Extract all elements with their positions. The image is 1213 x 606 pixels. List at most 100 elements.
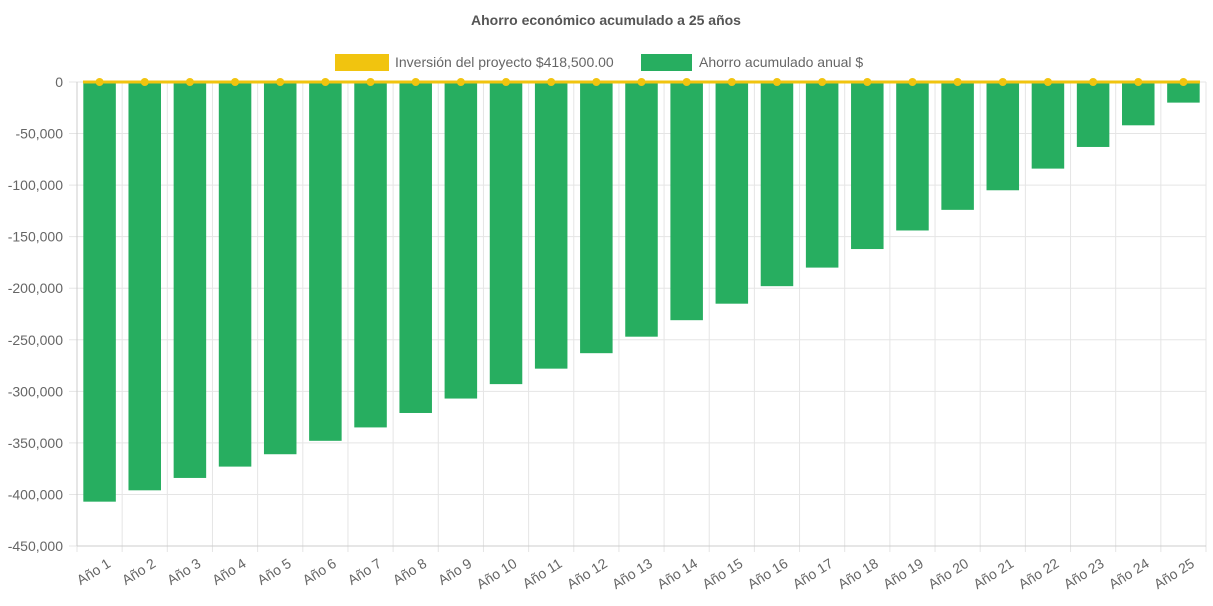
- investment-point-15[interactable]: [727, 78, 736, 86]
- bar-18[interactable]: [851, 82, 884, 250]
- legend-label-investment: Inversión del proyecto $418,500.00: [395, 54, 614, 70]
- bar-22[interactable]: [1031, 82, 1065, 169]
- bar-3[interactable]: [173, 82, 207, 478]
- investment-point-3[interactable]: [185, 78, 194, 86]
- y-tick-label: -250,000: [8, 332, 63, 348]
- grid-lines: [69, 81, 1207, 552]
- investment-point-20[interactable]: [953, 78, 962, 86]
- x-tick-label: Año 13: [609, 555, 655, 592]
- bar-2[interactable]: [128, 82, 161, 491]
- x-tick-label: Año 9: [435, 555, 475, 588]
- x-tick-label: Año 5: [254, 555, 294, 588]
- x-tick-label: Año 21: [970, 555, 1016, 592]
- legend-label-savings: Ahorro acumulado anual $: [699, 54, 863, 70]
- bar-17[interactable]: [805, 82, 839, 268]
- bar-25[interactable]: [1167, 82, 1200, 103]
- investment-point-10[interactable]: [502, 78, 511, 86]
- bar-15[interactable]: [715, 82, 749, 304]
- investment-point-23[interactable]: [1089, 78, 1098, 86]
- investment-point-22[interactable]: [1043, 78, 1052, 86]
- bar-10[interactable]: [489, 82, 523, 385]
- bar-24[interactable]: [1122, 82, 1155, 126]
- bar-19[interactable]: [896, 82, 929, 231]
- y-tick-label: -100,000: [8, 177, 63, 193]
- investment-point-17[interactable]: [818, 78, 827, 86]
- investment-point-12[interactable]: [592, 78, 601, 86]
- investment-point-6[interactable]: [321, 78, 330, 86]
- y-axis-ticks: 0 -50,000 -100,000 -150,000 -200,000 -250,000…: [8, 74, 63, 554]
- investment-point-8[interactable]: [411, 78, 420, 86]
- y-tick-label: -350,000: [8, 435, 63, 451]
- x-tick-label: Año 3: [164, 555, 204, 588]
- investment-point-25[interactable]: [1179, 78, 1188, 86]
- y-tick-label: -50,000: [16, 126, 64, 142]
- x-tick-label: Año 16: [744, 555, 790, 592]
- investment-point-19[interactable]: [908, 78, 917, 86]
- investment-point-5[interactable]: [276, 78, 285, 86]
- bar-1[interactable]: [83, 82, 116, 502]
- x-tick-label: Año 1: [74, 555, 114, 588]
- x-tick-label: Año 17: [790, 555, 836, 592]
- investment-line: [83, 78, 1200, 86]
- bar-11[interactable]: [534, 82, 568, 369]
- x-axis-ticks: Año 1 Año 2 Año 3 Año 4 Año 5 Año 6 Año 7 Año 8…: [74, 555, 1198, 592]
- investment-point-13[interactable]: [637, 78, 646, 86]
- y-tick-label: -400,000: [8, 486, 63, 502]
- investment-point-21[interactable]: [998, 78, 1007, 86]
- x-tick-label: Año 24: [1106, 555, 1152, 592]
- bar-21[interactable]: [986, 82, 1020, 191]
- investment-point-18[interactable]: [863, 78, 872, 86]
- legend-item-investment[interactable]: Inversión del proyecto $418,500.00: [335, 54, 614, 71]
- investment-point-2[interactable]: [140, 78, 149, 86]
- bar-12[interactable]: [580, 82, 613, 354]
- bar-14[interactable]: [670, 82, 703, 321]
- investment-point-7[interactable]: [366, 78, 375, 86]
- x-tick-label: Año 18: [835, 555, 881, 592]
- investment-point-24[interactable]: [1134, 78, 1143, 86]
- x-tick-label: Año 12: [564, 555, 610, 592]
- chart-title: Ahorro económico acumulado a 25 años: [471, 12, 741, 28]
- bar-6[interactable]: [309, 82, 342, 441]
- x-tick-label: Año 7: [345, 555, 385, 588]
- x-tick-label: Año 10: [473, 555, 519, 592]
- x-tick-label: Año 2: [119, 555, 159, 588]
- investment-point-9[interactable]: [456, 78, 465, 86]
- investment-point-4[interactable]: [231, 78, 240, 86]
- x-tick-label: Año 14: [654, 555, 700, 592]
- legend-swatch-investment: [335, 54, 389, 71]
- legend-item-savings[interactable]: Ahorro acumulado anual $: [641, 54, 863, 71]
- legend-swatch-savings: [641, 54, 692, 71]
- x-tick-label: Año 6: [299, 555, 339, 588]
- x-tick-label: Año 23: [1061, 555, 1107, 592]
- y-tick-label: 0: [55, 74, 63, 90]
- x-tick-label: Año 8: [390, 555, 430, 588]
- x-tick-label: Año 15: [699, 555, 745, 592]
- x-tick-label: Año 11: [520, 555, 565, 592]
- bar-13[interactable]: [625, 82, 658, 337]
- bar-5[interactable]: [263, 82, 297, 455]
- x-tick-label: Año 4: [209, 555, 249, 588]
- bar-7[interactable]: [354, 82, 387, 428]
- x-tick-label: Año 25: [1151, 555, 1197, 592]
- bars: [83, 82, 1200, 502]
- investment-point-16[interactable]: [772, 78, 781, 86]
- bar-8[interactable]: [399, 82, 432, 413]
- investment-point-1[interactable]: [95, 78, 104, 86]
- y-tick-label: -300,000: [8, 383, 63, 399]
- investment-point-14[interactable]: [682, 78, 691, 86]
- legend[interactable]: Inversión del proyecto $418,500.00 Ahorr…: [335, 54, 863, 71]
- bar-23[interactable]: [1076, 82, 1110, 147]
- bar-20[interactable]: [941, 82, 974, 210]
- y-tick-label: -150,000: [8, 229, 63, 245]
- bar-9[interactable]: [444, 82, 478, 399]
- investment-point-11[interactable]: [547, 78, 556, 86]
- bar-4[interactable]: [218, 82, 252, 467]
- bar-16[interactable]: [760, 82, 794, 287]
- x-tick-label: Año 22: [1015, 555, 1061, 592]
- y-tick-label: -200,000: [8, 280, 63, 296]
- x-tick-label: Año 20: [925, 555, 971, 592]
- y-tick-label: -450,000: [8, 538, 63, 554]
- x-tick-label: Año 19: [880, 555, 926, 592]
